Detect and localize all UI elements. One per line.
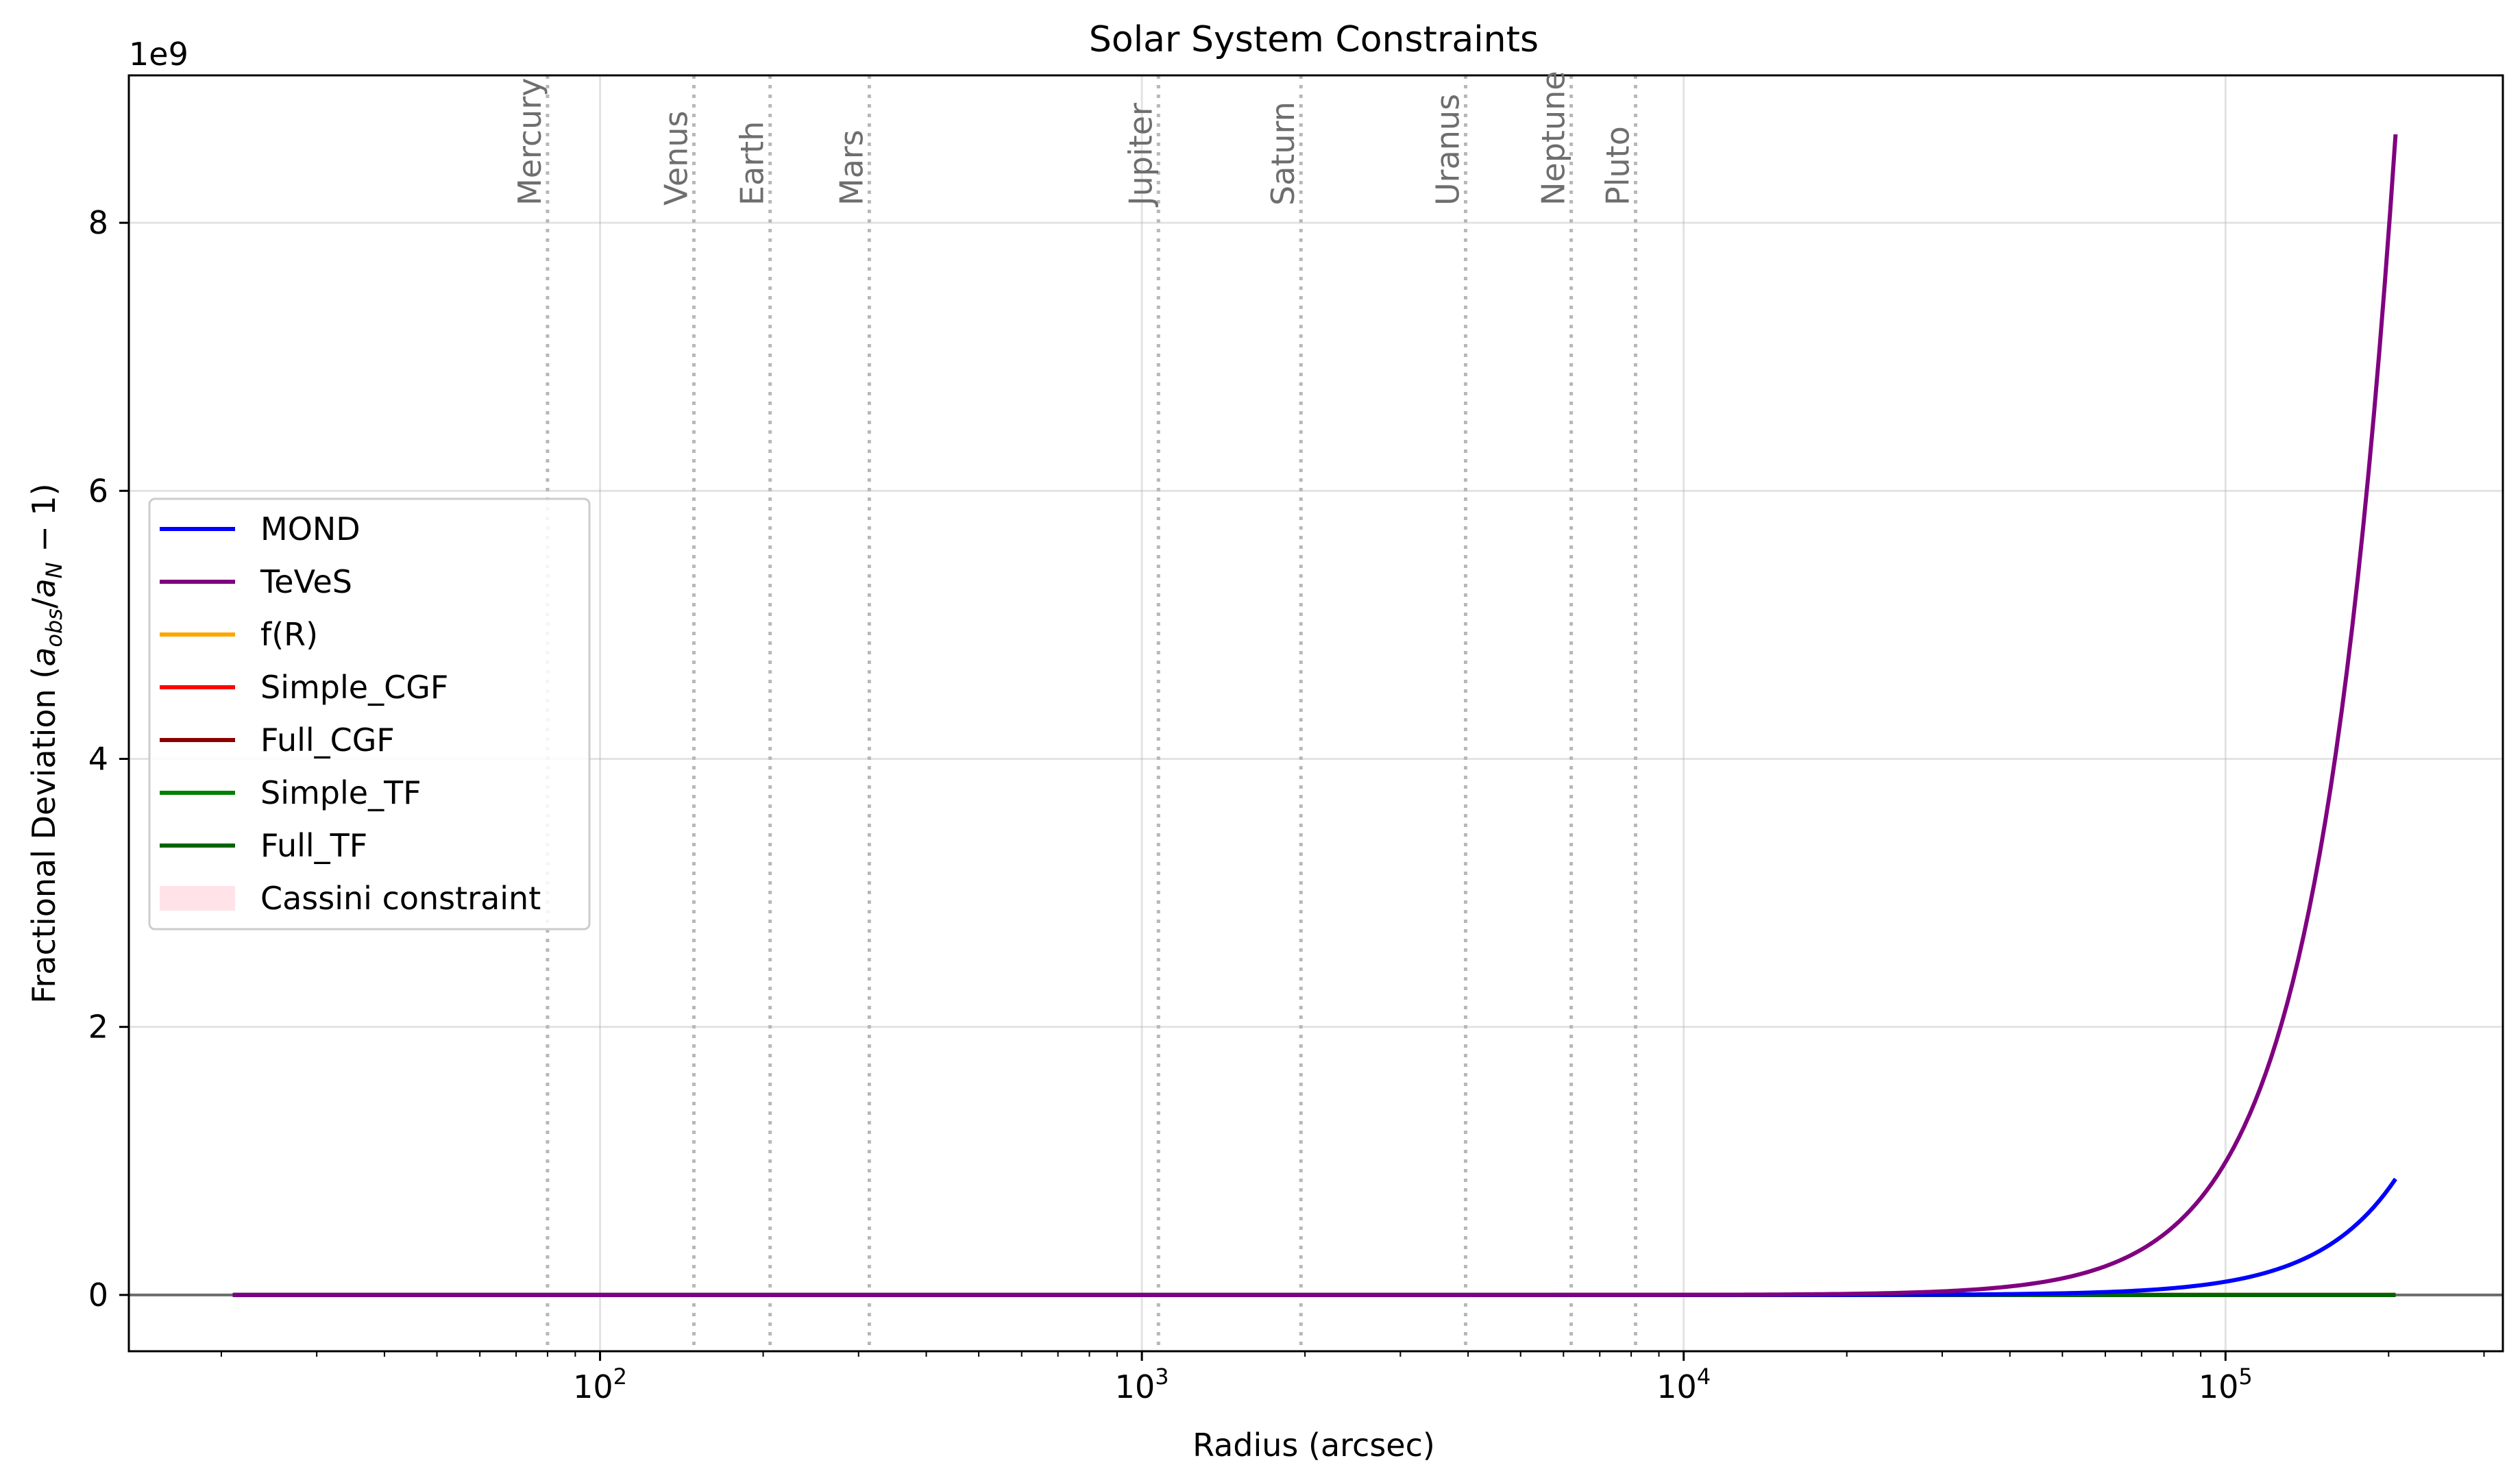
legend-label-full-cgf: Full_CGF bbox=[260, 722, 395, 759]
y-tick-label: 4 bbox=[88, 741, 108, 778]
y-tick-label: 6 bbox=[88, 472, 108, 509]
y-tick-label: 2 bbox=[88, 1009, 108, 1046]
legend-label-full-tf: Full_TF bbox=[260, 827, 367, 864]
chart-title: Solar System Constraints bbox=[1089, 19, 1539, 60]
x-axis-label: Radius (arcsec) bbox=[1192, 1427, 1435, 1464]
y-offset-label: 1e9 bbox=[129, 36, 188, 73]
legend-label-teves: TeVeS bbox=[260, 563, 352, 600]
x-tick-label: 102 bbox=[573, 1364, 627, 1405]
legend-label-mond: MOND bbox=[260, 510, 360, 547]
planet-label-venus: Venus bbox=[657, 111, 694, 206]
planet-label-uranus: Uranus bbox=[1429, 94, 1466, 206]
legend-box bbox=[148, 497, 591, 931]
x-tick-label: 104 bbox=[1656, 1364, 1711, 1405]
legend-label-simple-cgf: Simple_CGF bbox=[260, 669, 448, 706]
legend-label-f-r-: f(R) bbox=[260, 616, 318, 653]
planet-label-neptune: Neptune bbox=[1535, 71, 1572, 206]
plot-frame bbox=[127, 74, 2504, 1353]
legend-label-simple-tf: Simple_TF bbox=[260, 774, 421, 811]
legend-label-cassini-constraint: Cassini constraint bbox=[260, 880, 541, 917]
planet-reference-lines bbox=[546, 75, 1637, 1351]
x-tick-label: 105 bbox=[2199, 1364, 2253, 1405]
planet-label-earth: Earth bbox=[734, 121, 771, 206]
series-line-teves bbox=[232, 134, 2398, 1297]
planet-label-mercury: Mercury bbox=[511, 78, 548, 206]
y-tick-label: 8 bbox=[88, 204, 108, 241]
y-axis-label: Fractional Deviation (aobs/aN − 1) bbox=[25, 483, 67, 1003]
planet-labels: Mercury Venus Earth Mars Jupiter Saturn Uranus… bbox=[511, 71, 1637, 208]
y-axis-ticks: 0 2 4 6 8 bbox=[88, 204, 129, 1314]
series-lines bbox=[232, 134, 2398, 1297]
y-tick-label: 0 bbox=[88, 1277, 108, 1314]
legend-swatch-cassini-constraint bbox=[160, 886, 235, 911]
planet-label-pluto: Pluto bbox=[1599, 126, 1636, 206]
planet-label-mars: Mars bbox=[833, 130, 870, 206]
x-tick-label: 103 bbox=[1115, 1364, 1169, 1405]
planet-label-jupiter: Jupiter bbox=[1122, 103, 1159, 208]
x-axis-ticks: 102 103 104 105 bbox=[220, 1351, 2485, 1405]
legend: MOND TeVeS f(R) Simple_CGF Full_CGF Simple_TF… bbox=[148, 497, 591, 931]
planet-label-saturn: Saturn bbox=[1264, 101, 1301, 206]
